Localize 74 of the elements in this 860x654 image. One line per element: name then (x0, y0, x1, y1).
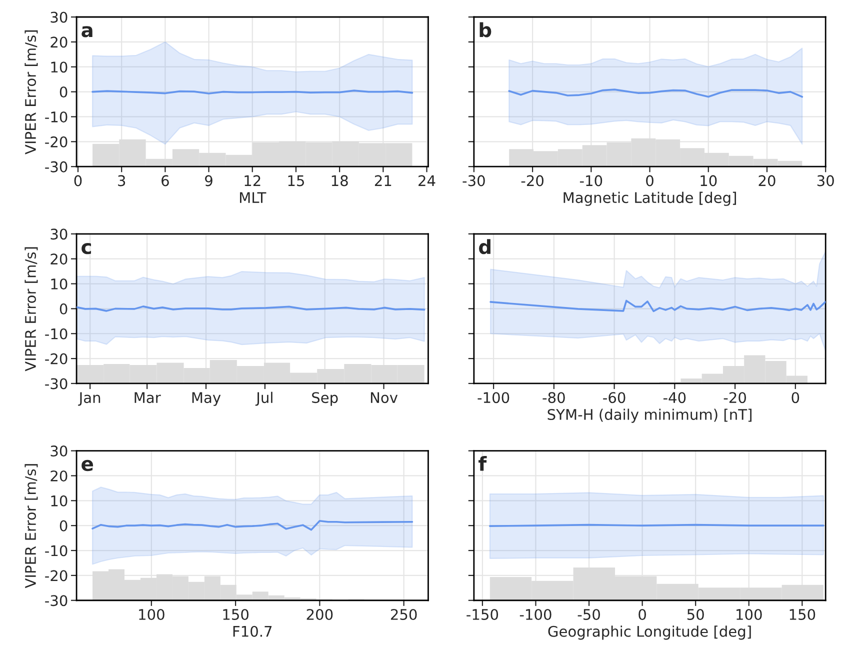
x-tick-label: -10 (580, 175, 602, 186)
x-tick-label: 250 (390, 608, 417, 620)
x-tick-label: 21 (374, 175, 392, 186)
x-tick-label: 0 (792, 392, 800, 404)
chart-title: c (82, 243, 91, 254)
x-tick-label: 15 (288, 175, 304, 186)
x-tick-label: -40 (663, 392, 686, 404)
x-tick-label: Nov (370, 392, 398, 404)
x-tick-label: 50 (687, 608, 704, 620)
y-tick-label: 20 (50, 254, 68, 265)
y-tick-label: 0 (60, 303, 68, 314)
x-tick-label: 9 (205, 175, 212, 186)
x-tick-label: 10 (700, 175, 717, 186)
x-tick-label: -20 (724, 392, 746, 404)
y-tick-label: 30 (50, 12, 68, 23)
x-tick-label: -20 (521, 175, 544, 186)
chart-title: b (480, 22, 492, 38)
y-tick-label: -20 (45, 136, 68, 148)
y-axis-title: VIPER Error [m/s] (24, 30, 38, 154)
y-tick-label: -30 (45, 378, 68, 390)
y-tick-label: -10 (45, 545, 68, 556)
x-axis-title: MLT (240, 192, 266, 203)
x-tick-label: -80 (542, 392, 565, 404)
chart-title: e (82, 460, 94, 472)
x-tick-label: -150 (466, 608, 498, 620)
x-tick-label: Mar (134, 392, 161, 404)
x-tick-label: Jan (78, 392, 100, 406)
x-tick-label: 0 (74, 175, 82, 186)
y-tick-label: 0 (60, 520, 68, 532)
y-tick-label: 10 (51, 495, 68, 506)
y-tick-label: -10 (45, 111, 68, 122)
x-tick-label: 100 (139, 608, 164, 620)
y-axis-title: VIPER Error [m/s] (24, 247, 38, 372)
x-tick-label: 12 (244, 175, 260, 186)
x-tick-label: 150 (223, 608, 248, 620)
x-tick-label: 200 (306, 608, 333, 620)
y-tick-label: -20 (45, 570, 68, 582)
y-tick-label: 30 (50, 446, 68, 457)
y-tick-label: -30 (45, 161, 68, 172)
y-tick-label: 10 (51, 278, 68, 290)
x-tick-label: 0 (638, 608, 646, 620)
x-tick-label: 3 (118, 175, 126, 186)
x-tick-label: -100 (478, 392, 510, 404)
y-tick-label: 30 (50, 228, 68, 240)
chart-title: a (82, 26, 92, 38)
y-tick-label: 20 (50, 470, 68, 482)
x-tick-label: -60 (603, 392, 626, 404)
y-tick-label: -30 (45, 595, 68, 606)
x-tick-label: -50 (578, 608, 600, 620)
x-tick-label: 24 (418, 175, 436, 186)
x-tick-label: 18 (332, 175, 348, 186)
y-tick-label: -10 (45, 328, 68, 340)
x-tick-label: 30 (817, 175, 834, 186)
x-axis-title: F10.7 (233, 626, 272, 637)
x-axis-title: Magnetic Latitude [deg] (564, 192, 736, 206)
y-tick-label: 0 (60, 86, 68, 98)
x-tick-label: -30 (462, 175, 485, 186)
x-tick-label: 100 (736, 608, 762, 620)
x-tick-label: 0 (646, 175, 654, 186)
x-tick-label: 150 (790, 608, 816, 620)
x-tick-label: -100 (520, 608, 552, 620)
y-tick-label: 10 (51, 62, 68, 73)
x-tick-label: Sep (312, 392, 338, 406)
y-axis-title: VIPER Error [m/s] (24, 464, 38, 588)
x-tick-label: Jul (255, 392, 272, 406)
y-tick-label: 20 (50, 36, 68, 48)
x-tick-label: May (192, 392, 221, 406)
chart-title: d (479, 239, 490, 254)
x-axis-title: SYM-H (daily minimum) [nT] (548, 408, 752, 423)
x-axis-title: Geographic Longitude [deg] (548, 626, 751, 640)
x-tick-label: 20 (758, 175, 776, 186)
y-tick-label: -20 (45, 353, 68, 364)
x-tick-label: 6 (162, 175, 169, 186)
chart-title: f (478, 456, 487, 471)
